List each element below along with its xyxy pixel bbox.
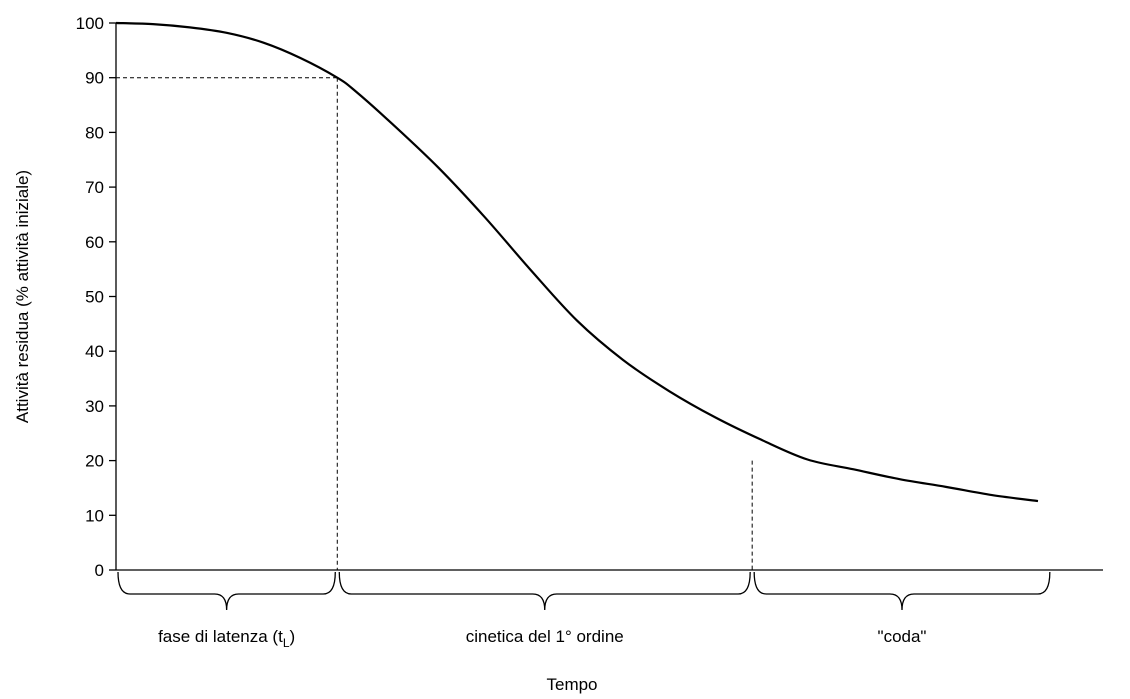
phase-brace [117,571,336,611]
y-tick-label: 0 [95,561,104,580]
phase-brace [338,571,751,611]
phase-label: "coda" [878,627,927,646]
phase-label: cinetica del 1° ordine [466,627,624,646]
phase-labels-group: fase di latenza (tL) cinetica del 1° ordi… [158,627,926,650]
x-axis-title: Tempo [546,675,597,694]
y-tick-label: 10 [85,506,104,525]
y-tick-label: 20 [85,452,104,471]
y-tick-label: 40 [85,342,104,361]
y-axis-title: Attività residua (% attività iniziale) [13,170,32,423]
reference-lines-group [116,77,753,570]
y-tick-label: 30 [85,397,104,416]
data-series-line [115,21,1039,503]
y-tick-label: 60 [85,233,104,252]
phase-brace [753,571,1051,611]
y-tick-label: 50 [85,288,104,307]
phase-label: fase di latenza (tL) [158,627,295,650]
y-tick-label: 70 [85,178,104,197]
y-tick-label: 90 [85,69,104,88]
y-tick-label: 80 [85,123,104,142]
y-ticks-group: 0 10 20 30 40 50 60 70 80 90 100 [76,14,116,580]
phase-braces-group [117,571,1051,611]
y-tick-label: 100 [76,14,104,33]
